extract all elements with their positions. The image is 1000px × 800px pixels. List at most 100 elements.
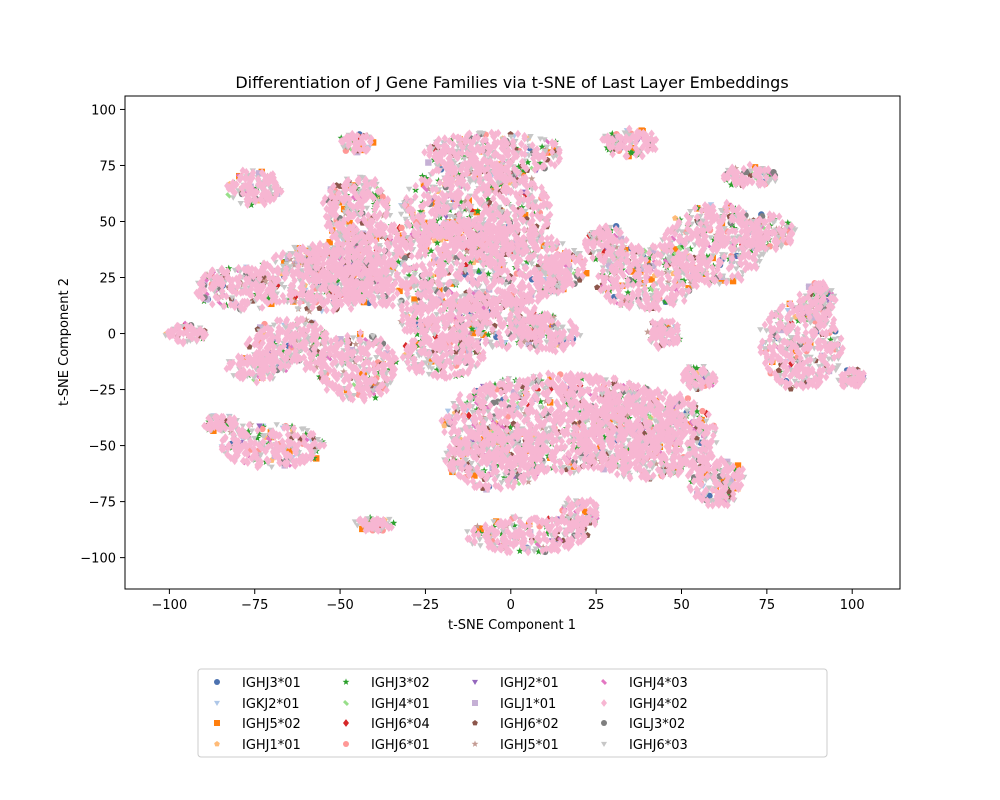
data-point <box>462 268 469 275</box>
data-point <box>716 281 723 288</box>
data-point <box>286 448 293 455</box>
data-point <box>337 336 344 343</box>
data-point <box>441 422 448 429</box>
data-point <box>608 129 616 137</box>
data-point <box>422 174 430 182</box>
data-point <box>413 330 421 338</box>
data-point <box>483 324 490 331</box>
data-point <box>375 198 383 205</box>
data-point <box>465 411 472 420</box>
data-point <box>230 195 237 201</box>
data-point <box>389 519 398 527</box>
data-point <box>699 407 706 415</box>
data-point <box>326 355 333 362</box>
data-point <box>442 257 451 265</box>
data-point <box>600 433 608 441</box>
data-point <box>444 408 452 415</box>
data-point <box>313 455 320 462</box>
data-point <box>477 526 484 533</box>
data-point <box>290 297 299 305</box>
data-point <box>788 359 795 368</box>
data-point <box>350 194 358 202</box>
data-point <box>279 263 287 270</box>
data-point <box>302 316 310 324</box>
data-point <box>428 358 435 365</box>
data-point <box>432 256 439 264</box>
data-point <box>676 276 684 284</box>
data-point <box>405 186 413 193</box>
data-point <box>404 234 411 241</box>
data-point <box>468 212 475 218</box>
data-point <box>845 372 854 380</box>
data-point <box>603 143 611 151</box>
data-point <box>466 167 474 175</box>
data-point <box>255 170 263 177</box>
data-point <box>543 529 551 537</box>
data-point <box>751 244 759 251</box>
data-point <box>491 380 499 388</box>
data-point <box>519 166 528 174</box>
data-point <box>466 259 474 267</box>
data-point <box>693 364 701 372</box>
data-point <box>464 529 471 535</box>
data-point <box>583 270 590 277</box>
data-point <box>278 281 285 288</box>
data-point <box>519 169 527 176</box>
data-point <box>498 529 506 537</box>
data-point <box>680 276 688 284</box>
data-point <box>448 135 456 143</box>
data-point <box>729 277 737 285</box>
data-point <box>747 246 755 254</box>
data-point <box>225 192 232 199</box>
data-point <box>488 187 496 195</box>
data-point <box>550 313 558 321</box>
data-point <box>702 470 709 478</box>
data-point <box>433 366 441 374</box>
data-point <box>538 424 547 432</box>
data-point <box>411 272 419 278</box>
data-point <box>479 413 488 421</box>
data-point <box>649 423 657 431</box>
data-point <box>541 149 549 155</box>
data-point <box>461 205 469 213</box>
data-point <box>601 248 608 257</box>
data-point <box>472 528 480 536</box>
chart-title: Differentiation of J Gene Families via t… <box>235 73 788 92</box>
data-point <box>300 260 308 268</box>
data-point <box>253 434 261 442</box>
data-point <box>525 340 533 348</box>
data-point <box>225 264 233 272</box>
data-point <box>719 476 726 483</box>
data-point <box>469 329 477 337</box>
data-point <box>363 205 371 212</box>
data-point <box>594 284 601 290</box>
data-point <box>645 253 653 261</box>
data-point <box>506 423 514 431</box>
data-point <box>457 197 465 205</box>
data-point <box>449 453 458 461</box>
data-point <box>399 322 406 329</box>
data-point <box>550 154 557 161</box>
data-point <box>305 304 313 310</box>
data-point <box>256 423 263 429</box>
data-point <box>433 163 441 169</box>
data-point <box>352 340 360 348</box>
data-point <box>262 277 270 285</box>
data-point <box>527 134 534 140</box>
data-point <box>289 251 296 257</box>
data-point <box>359 525 366 533</box>
data-point <box>237 201 244 207</box>
data-point <box>422 186 429 193</box>
data-point <box>631 279 640 287</box>
data-point <box>416 207 425 215</box>
data-point <box>664 277 672 285</box>
data-point <box>296 277 304 284</box>
data-point <box>466 176 473 182</box>
data-point <box>509 308 516 314</box>
data-point <box>431 286 438 293</box>
data-point <box>433 312 440 318</box>
data-point <box>535 159 544 167</box>
data-point <box>350 335 357 341</box>
data-point <box>543 144 551 151</box>
data-point <box>477 543 484 549</box>
